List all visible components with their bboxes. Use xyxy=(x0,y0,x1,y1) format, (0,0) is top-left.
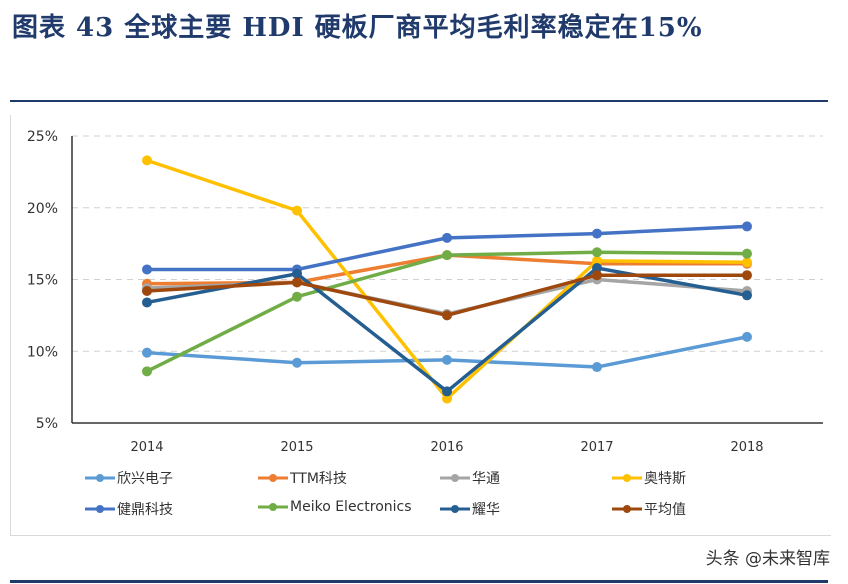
legend-marker-icon xyxy=(440,505,470,513)
data-point xyxy=(142,366,152,377)
legend-item: 欣兴电子 xyxy=(85,468,173,488)
legend-item: 耀华 xyxy=(440,499,500,519)
data-point xyxy=(142,155,152,166)
figure-title: 图表 43 全球主要 HDI 硬板厂商平均毛利率稳定在15% xyxy=(12,13,703,43)
line-chart: 5% 10% 15% 20% 25% 2014 2015 2016 2017 2018 xyxy=(27,129,823,455)
legend-item: TTM科技 xyxy=(258,468,347,488)
x-tick-label: 2018 xyxy=(730,440,763,455)
data-point xyxy=(742,331,752,342)
data-point xyxy=(742,270,752,281)
legend-marker-icon xyxy=(258,474,288,482)
data-point xyxy=(742,290,752,301)
data-point xyxy=(442,310,452,321)
data-point xyxy=(592,270,602,281)
data-point xyxy=(292,205,302,216)
legend-label: 华通 xyxy=(472,471,500,487)
data-point xyxy=(592,362,602,373)
data-point xyxy=(292,277,302,288)
legend-item: 华通 xyxy=(440,468,500,488)
legend-marker-icon xyxy=(258,503,288,511)
legend-label: 奥特斯 xyxy=(644,471,686,487)
data-point xyxy=(442,250,452,261)
legend-item: 平均值 xyxy=(612,499,686,519)
data-point xyxy=(592,255,602,266)
y-tick-label: 25% xyxy=(27,129,58,145)
y-tick-label: 5% xyxy=(36,416,58,432)
data-point xyxy=(142,285,152,296)
legend-item: 健鼎科技 xyxy=(85,499,173,519)
legend-label: Meiko Electronics xyxy=(290,499,412,515)
legend-label: 耀华 xyxy=(472,502,500,518)
data-point xyxy=(742,257,752,268)
legend-label: 欣兴电子 xyxy=(117,471,173,487)
data-point xyxy=(592,263,602,274)
data-point xyxy=(142,347,152,358)
bottom-divider xyxy=(10,580,828,583)
legend-marker-icon xyxy=(612,474,642,482)
data-point xyxy=(442,354,452,365)
y-tick-label: 10% xyxy=(27,344,58,360)
legend-marker-icon xyxy=(85,474,115,482)
legend-marker-icon xyxy=(440,474,470,482)
legend-item: 奥特斯 xyxy=(612,468,686,488)
x-tick-label: 2014 xyxy=(130,440,163,455)
legend-label: TTM科技 xyxy=(290,471,347,487)
legend-marker-icon xyxy=(85,505,115,513)
data-point xyxy=(442,393,452,404)
data-point xyxy=(292,268,302,279)
y-tick-label: 15% xyxy=(27,273,58,289)
data-point xyxy=(592,247,602,258)
legend-item: Meiko Electronics xyxy=(258,499,412,515)
chart-frame xyxy=(10,115,831,536)
x-tick-label: 2017 xyxy=(580,440,613,455)
data-point xyxy=(592,228,602,239)
data-point xyxy=(742,248,752,259)
legend-label: 健鼎科技 xyxy=(117,502,173,518)
title-divider xyxy=(10,100,828,102)
data-point xyxy=(742,221,752,232)
data-point xyxy=(442,386,452,397)
data-point xyxy=(142,264,152,275)
y-tick-label: 20% xyxy=(27,201,58,217)
data-point xyxy=(442,232,452,243)
x-tick-label: 2015 xyxy=(280,440,313,455)
data-point xyxy=(142,297,152,308)
watermark: 头条 @未来智库 xyxy=(705,549,830,569)
data-point xyxy=(292,291,302,302)
data-point xyxy=(292,357,302,368)
x-tick-label: 2016 xyxy=(430,440,463,455)
legend-marker-icon xyxy=(612,505,642,513)
legend-label: 平均值 xyxy=(644,502,686,518)
